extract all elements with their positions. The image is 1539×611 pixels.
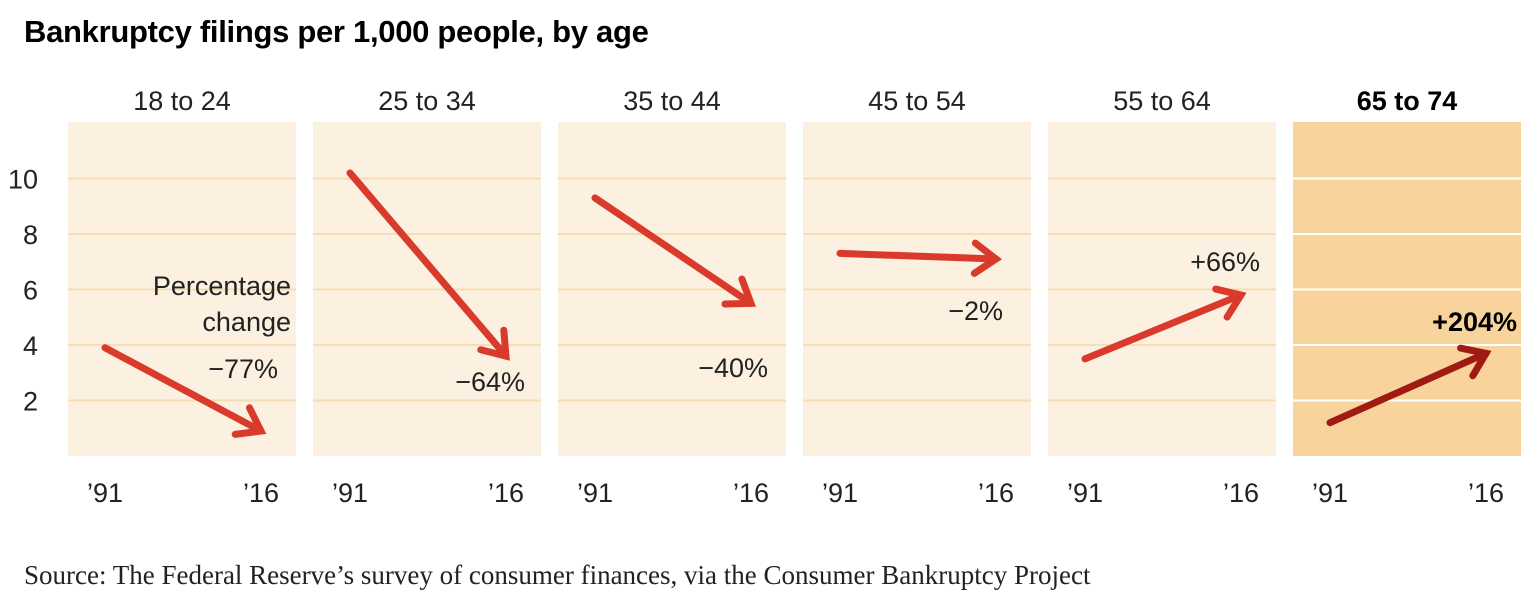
arrow-head — [477, 326, 510, 361]
arrow-head — [1212, 285, 1247, 321]
y-tick-label: 2 — [23, 387, 38, 417]
panel-title: 65 to 74 — [1357, 86, 1458, 116]
y-axis: 2 4 6 8 10 — [8, 165, 38, 417]
source-note: Source: The Federal Reserve’s survey of … — [24, 560, 1091, 590]
y-tick-label: 4 — [23, 331, 38, 361]
arrow-head — [970, 239, 1003, 277]
x-tick-label: ’91 — [822, 478, 858, 508]
panel-25-to-34: 25 to 34 ’91 ’16 −64% — [313, 86, 541, 508]
change-label: −40% — [698, 353, 768, 383]
arrow-head — [721, 275, 756, 308]
x-tick-label: ’16 — [733, 478, 769, 508]
change-label: +66% — [1190, 247, 1260, 277]
chart-title: Bankruptcy filings per 1,000 people, by … — [24, 14, 649, 49]
change-arrow — [1081, 291, 1245, 363]
x-tick-label: ’91 — [577, 478, 613, 508]
x-tick-label: ’16 — [1223, 478, 1259, 508]
change-arrow — [591, 194, 755, 307]
panel-45-to-54: 45 to 54 ’91 ’16 −2% — [803, 86, 1031, 508]
panel-35-to-44: 35 to 44 ’91 ’16 −40% — [558, 86, 786, 508]
x-tick-label: ’16 — [488, 478, 524, 508]
x-tick-label: ’91 — [87, 478, 123, 508]
change-label: −2% — [948, 296, 1003, 326]
y-tick-label: 6 — [23, 276, 38, 306]
x-tick-label: ’16 — [1468, 478, 1504, 508]
change-label: −64% — [455, 367, 525, 397]
arrow-head — [231, 404, 267, 438]
x-tick-label: ’16 — [243, 478, 279, 508]
panel-title: 35 to 44 — [623, 86, 721, 116]
panel-55-to-64: 55 to 64 ’91 ’16 +66% — [1048, 86, 1276, 508]
panel-title: 25 to 34 — [378, 86, 476, 116]
x-tick-label: ’16 — [978, 478, 1014, 508]
panel-title: 55 to 64 — [1113, 86, 1211, 116]
change-arrow — [1326, 349, 1490, 427]
change-label: +204% — [1432, 307, 1517, 337]
y-tick-label: 8 — [23, 220, 38, 250]
change-arrow — [836, 249, 1000, 263]
annotation-line: change — [202, 307, 291, 337]
annotation: Percentage change — [153, 271, 291, 337]
panel-18-to-24: 18 to 24 ’91 ’16 −77% — [68, 86, 296, 508]
change-label: −77% — [208, 354, 278, 384]
annotation-line: Percentage — [153, 271, 291, 301]
y-tick-label: 10 — [8, 165, 38, 195]
x-tick-label: ’91 — [332, 478, 368, 508]
change-arrow — [346, 169, 510, 360]
change-arrow — [101, 344, 265, 435]
panel-title: 18 to 24 — [133, 86, 231, 116]
arrow-head — [1457, 344, 1492, 380]
panel-title: 45 to 54 — [868, 86, 966, 116]
x-tick-label: ’91 — [1067, 478, 1103, 508]
x-tick-label: ’91 — [1312, 478, 1348, 508]
panel-65-to-74: 65 to 74 ’91 ’16 +204% — [1293, 86, 1521, 508]
